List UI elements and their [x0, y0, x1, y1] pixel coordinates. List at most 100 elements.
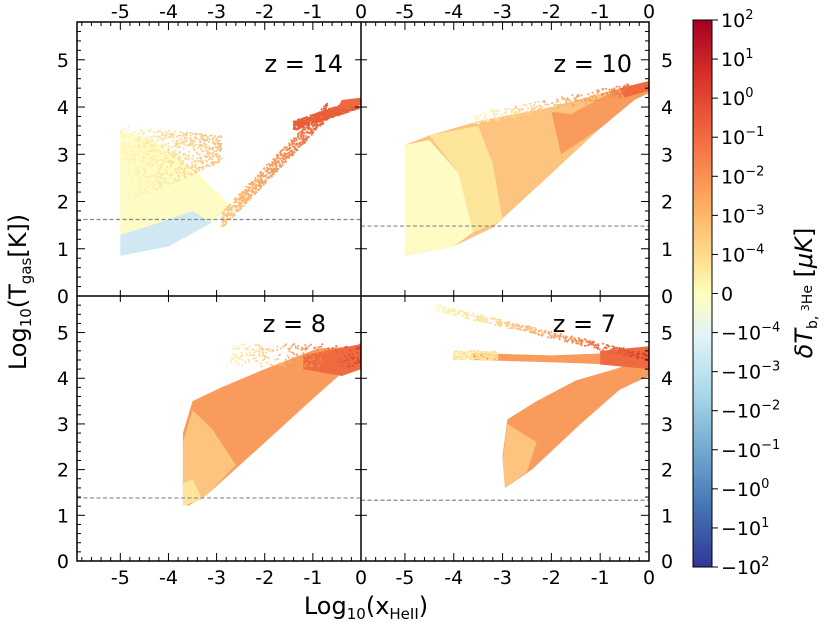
scatter-point — [325, 351, 328, 354]
scatter-point — [282, 345, 285, 348]
scatter-point — [324, 110, 327, 113]
scatter-point — [591, 99, 593, 102]
scatter-point — [595, 96, 598, 99]
scatter-point — [284, 344, 287, 347]
scatter-point — [500, 321, 503, 324]
scatter-point — [133, 153, 136, 156]
scatter-point — [215, 154, 218, 157]
scatter-point — [577, 342, 580, 345]
scatter-point — [132, 145, 135, 148]
colorbar-tick-label: 10−3 — [721, 203, 764, 227]
scatter-point — [186, 144, 189, 147]
scatter-point — [133, 149, 136, 152]
scatter-point — [304, 128, 307, 131]
scatter-point — [255, 350, 258, 353]
scatter-point — [630, 355, 633, 358]
scatter-point — [460, 357, 463, 360]
scatter-point — [280, 165, 283, 168]
scatter-point — [293, 124, 296, 127]
scatter-point — [436, 308, 439, 311]
scatter-point — [472, 315, 475, 318]
scatter-point — [123, 136, 126, 139]
scatter-point — [479, 352, 482, 355]
scatter-point — [162, 161, 165, 164]
y-tick-label-left: 3 — [57, 414, 69, 436]
scatter-point — [249, 353, 252, 356]
scatter-point — [436, 304, 439, 307]
scatter-point — [474, 117, 477, 120]
scatter-point — [484, 358, 487, 361]
scatter-point — [207, 154, 210, 157]
scatter-point — [327, 347, 330, 350]
scatter-point — [540, 105, 543, 108]
scatter-point — [261, 359, 264, 362]
scatter-point — [230, 356, 233, 359]
scatter-point — [163, 143, 166, 146]
scatter-point — [259, 174, 262, 177]
scatter-point — [290, 154, 293, 157]
scatter-point — [128, 170, 131, 173]
scatter-point — [290, 351, 293, 354]
scatter-point — [167, 129, 170, 132]
scatter-point — [249, 186, 252, 189]
scatter-point — [212, 139, 215, 142]
scatter-point — [341, 364, 343, 367]
scatter-point — [549, 107, 551, 109]
scatter-point — [613, 351, 616, 354]
scatter-region — [551, 81, 649, 155]
scatter-point — [276, 155, 278, 158]
scatter-point — [202, 139, 205, 142]
scatter-point — [483, 354, 486, 357]
scatter-point — [132, 168, 135, 171]
scatter-point — [604, 87, 607, 90]
scatter-point — [179, 131, 182, 134]
scatter-point — [528, 111, 530, 114]
scatter-point — [136, 193, 139, 196]
scatter-point — [301, 346, 304, 349]
scatter-point — [332, 352, 335, 355]
scatter-point — [265, 174, 268, 176]
scatter-point — [306, 123, 309, 126]
scatter-point — [457, 312, 460, 315]
y-axis-title: Log10(Tgas[K]) — [4, 214, 35, 370]
scatter-point — [245, 191, 248, 194]
scatter-point — [149, 163, 152, 165]
scatter-point — [257, 189, 260, 192]
scatter-point — [122, 147, 124, 150]
scatter-point — [470, 354, 473, 357]
scatter-point — [260, 178, 263, 181]
scatter-point — [128, 196, 130, 199]
scatter-point — [168, 160, 171, 162]
scatter-point — [591, 342, 594, 345]
scatter-point — [284, 365, 287, 368]
scatter-point — [482, 358, 485, 361]
scatter-point — [268, 172, 271, 175]
scatter-point — [455, 313, 458, 316]
scatter-point — [211, 158, 213, 161]
scatter-point — [286, 354, 289, 357]
scatter-point — [241, 353, 244, 356]
scatter-point — [204, 138, 207, 141]
scatter-point — [631, 350, 634, 353]
scatter-point — [126, 148, 129, 151]
scatter-point — [304, 365, 307, 368]
scatter-point — [185, 134, 188, 137]
scatter-point — [234, 361, 237, 364]
scatter-point — [322, 107, 325, 110]
scatter-point — [524, 329, 527, 332]
scatter-region — [182, 478, 203, 507]
scatter-point — [303, 117, 307, 120]
scatter-point — [215, 139, 218, 141]
scatter-point — [147, 135, 150, 138]
scatter-point — [521, 108, 524, 111]
y-tick-label-left: 2 — [57, 460, 69, 482]
scatter-point — [155, 188, 158, 191]
scatter-point — [465, 311, 468, 314]
scatter-point — [158, 149, 161, 152]
panel-z14-points — [119, 97, 361, 256]
scatter-point — [565, 336, 568, 339]
scatter-point — [232, 357, 235, 360]
scatter-point — [149, 165, 152, 168]
scatter-point — [612, 91, 615, 94]
scatter-point — [266, 164, 269, 166]
